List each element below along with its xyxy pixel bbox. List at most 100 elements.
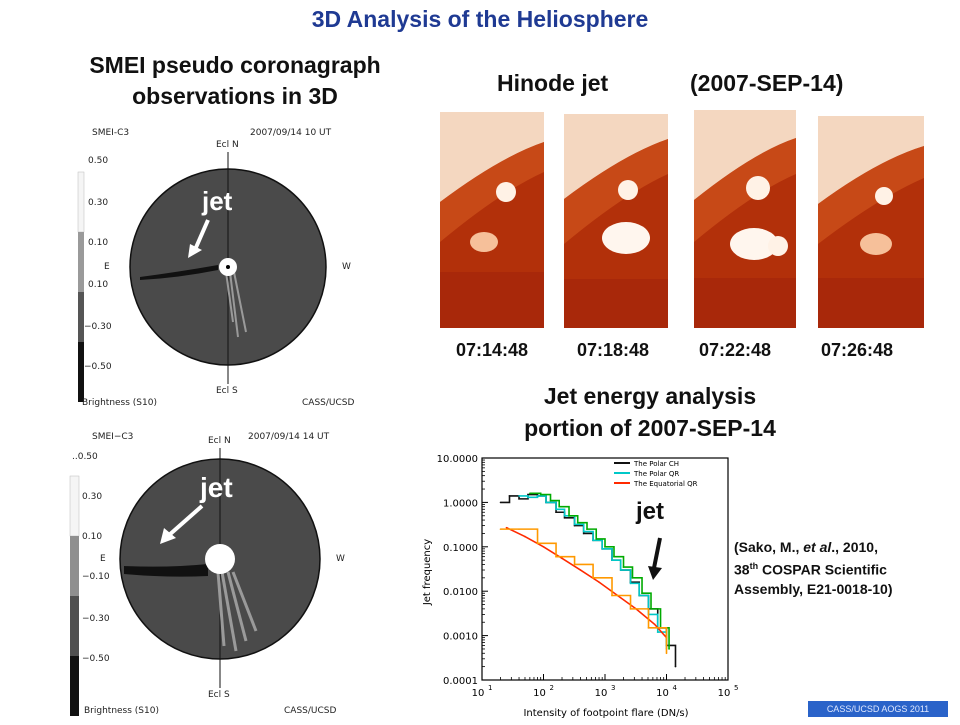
legend-label: The Polar QR <box>633 470 679 478</box>
x-tick-exponent: 5 <box>734 684 738 692</box>
smei-bottom-scale-1: 0.30 <box>82 492 103 502</box>
data-point <box>561 557 563 560</box>
data-point <box>650 608 652 610</box>
smei-bottom-scale-4: −0.30 <box>82 614 110 624</box>
reference-line1: (Sako, M., et al., 2010, <box>734 538 954 557</box>
smei-top-east: E <box>104 262 110 272</box>
hinode-date: (2007-SEP-14) <box>690 70 844 96</box>
footer-credit: CASS/UCSD AOGS 2011 <box>808 701 948 717</box>
hinode-frame-2 <box>564 114 668 328</box>
data-point <box>499 528 502 530</box>
data-point <box>527 493 529 496</box>
hinode-heading: Hinode jet <box>497 70 609 96</box>
legend-label: The Equatorial QR <box>633 480 698 488</box>
hinode-frame-4-svg <box>818 116 924 328</box>
data-point <box>592 577 594 579</box>
reference-author: (Sako, M., <box>734 539 804 555</box>
smei-heading-line2: observations in 3D <box>132 83 338 109</box>
smei-top-scale-4: −0.30 <box>84 322 112 332</box>
smei-top-credit: CASS/UCSD <box>302 398 355 408</box>
data-point <box>619 569 622 571</box>
hinode-frame-3-svg <box>694 110 796 328</box>
reference-meeting: COSPAR Scientific <box>758 561 887 578</box>
smei-bottom-timestamp: 2007/09/14 14 UT <box>248 432 330 442</box>
x-tick-exponent: 2 <box>550 684 554 692</box>
y-axis-label: Jet frequency <box>422 539 433 606</box>
chart-jet-annotation: jet <box>636 498 665 525</box>
x-axis-label: Intensity of footpoint flare (DN/s) <box>523 708 688 719</box>
hinode-time-1: 07:14:48 <box>456 340 529 360</box>
x-tick-label: 10 <box>472 688 485 699</box>
data-point <box>563 514 566 517</box>
smei-heading: SMEI pseudo coronagraph observations in … <box>20 50 450 112</box>
data-point <box>536 495 539 497</box>
smei-map-top: SMEI-C3 2007/09/14 10 UT Ecl N Ecl S E W… <box>68 122 370 412</box>
data-point <box>629 582 632 585</box>
data-point <box>555 508 557 511</box>
x-tick-exponent: 1 <box>488 684 492 692</box>
chart-jet-arrow <box>648 537 662 580</box>
smei-top-west: W <box>342 262 351 272</box>
data-point <box>668 648 670 650</box>
data-point <box>595 538 598 540</box>
data-point <box>579 569 582 571</box>
smei-top-scale-3: 0.10 <box>88 280 109 290</box>
hinode-time-2: 07:18:48 <box>577 340 650 360</box>
y-tick-label: 0.1000 <box>443 543 478 554</box>
data-point <box>558 505 560 508</box>
smei-top-south: Ecl S <box>216 386 238 396</box>
data-point <box>653 623 656 626</box>
smei-top-north: Ecl N <box>216 140 239 150</box>
data-point <box>611 594 613 597</box>
smei-bottom-jet-arrow <box>160 504 204 544</box>
data-point <box>582 532 585 535</box>
data-point <box>573 563 576 566</box>
smei-bottom-jet-label: jet <box>200 472 233 503</box>
smei-top-jet-label: jet <box>202 186 233 216</box>
x-tick-label: 10 <box>533 688 546 699</box>
reference-line3: Assembly, E21-0018-10) <box>734 580 893 597</box>
data-point <box>505 526 508 529</box>
data-point <box>542 546 545 548</box>
chart-legend: The Polar CH The Polar QR The Equatorial Q… <box>614 460 698 488</box>
smei-top-jet-arrow <box>188 219 210 258</box>
smei-bottom-east: E <box>100 554 106 564</box>
y-tick-label: 0.0001 <box>443 676 478 687</box>
y-tick-label: 1.0000 <box>443 498 478 509</box>
data-point <box>545 501 547 504</box>
energy-heading-line2: portion of 2007-SEP-14 <box>524 415 776 441</box>
smei-top-instrument: SMEI-C3 <box>92 128 130 138</box>
hinode-frame-2-svg <box>564 114 668 328</box>
jet-frequency-chart: 10.0000 1.0000 0.1000 0.0100 0.0010 0.0001 10 1… <box>418 450 738 720</box>
energy-heading: Jet energy analysis portion of 2007-SEP-… <box>440 380 860 444</box>
data-point <box>508 495 511 497</box>
y-tick-label: 10.0000 <box>437 454 478 465</box>
data-point <box>592 539 594 542</box>
data-point <box>629 608 632 610</box>
data-point <box>527 496 529 499</box>
data-point <box>622 566 625 568</box>
data-point <box>665 652 668 655</box>
reference-year: ., 2010, <box>831 539 878 555</box>
smei-heading-line1: SMEI pseudo coronagraph <box>89 52 381 78</box>
plot-frame <box>481 457 729 681</box>
smei-bottom-scale-2: 0.10 <box>82 532 103 542</box>
smei-top-timestamp: 2007/09/14 10 UT <box>250 128 332 138</box>
data-point <box>573 524 576 527</box>
energy-heading-line1: Jet energy analysis <box>543 383 757 409</box>
data-point <box>582 530 585 533</box>
smei-bottom-scale-3: −0.10 <box>82 572 110 582</box>
smei-top-scale-2: 0.10 <box>88 238 109 248</box>
hinode-time-3: 07:22:48 <box>699 340 772 360</box>
y-tick-label: 0.0100 <box>443 587 478 598</box>
data-point <box>656 631 659 633</box>
x-tick-exponent: 4 <box>673 684 678 692</box>
slide-title: 3D Analysis of the Heliosphere <box>311 6 649 32</box>
data-point <box>576 521 579 524</box>
smei-bottom-south: Ecl S <box>208 690 230 700</box>
data-point <box>518 528 520 530</box>
hinode-frame-4 <box>818 116 924 328</box>
hinode-frame-1 <box>440 112 544 328</box>
